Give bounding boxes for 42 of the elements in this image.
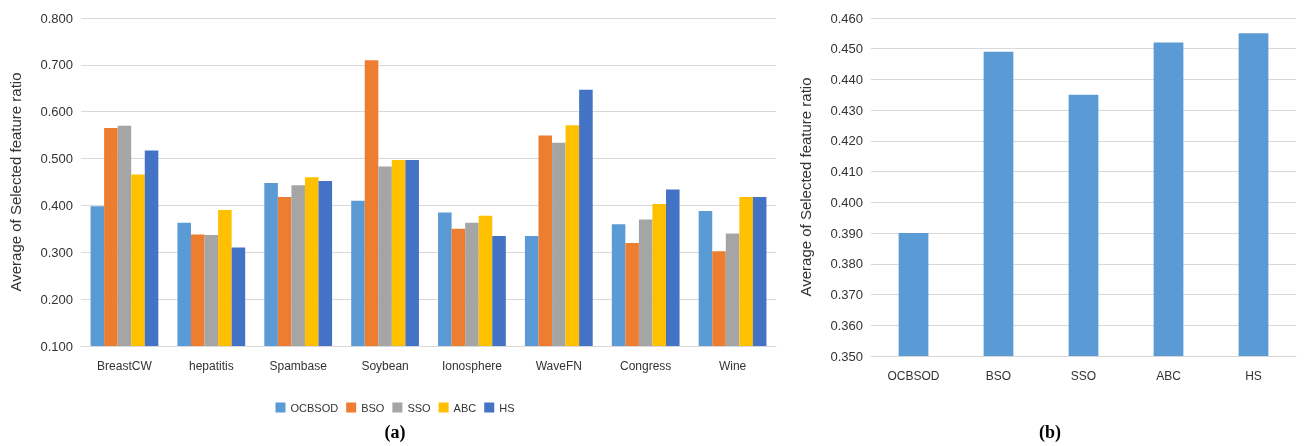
x-tick-label: Congress [620,359,672,373]
y-tick-label: 0.420 [830,133,863,149]
y-tick-label: 0.360 [830,317,863,333]
y-tick-label: 0.500 [40,151,73,167]
x-tick-label: Spambase [269,359,328,373]
x-tick-label: ABC [1156,369,1182,383]
y-tick-label: 0.100 [40,338,73,354]
y-tick-label: 0.600 [40,104,73,120]
y-tick-label: 0.390 [830,225,863,241]
legend-label: HS [499,401,515,414]
legend-label: SSO [407,401,432,414]
y-tick-label: 0.380 [830,256,863,272]
text: (b) [1039,422,1061,443]
y-tick-label: 0.440 [830,71,863,87]
y-tick-label: 0.430 [830,102,863,118]
y-axis-title: Average of Selected feature ratio [7,72,24,292]
x-tick-label: WaveFN [535,359,582,373]
text: (a) [384,422,406,443]
x-tick-label: BreastCW [97,359,153,373]
y-tick-label: 0.350 [830,348,863,364]
y-tick-label: 0.370 [830,287,863,303]
x-tick-label: HS [1245,369,1262,383]
y-tick-label: 0.410 [830,164,863,180]
y-tick-label: 0.450 [830,41,863,57]
y-tick-label: 0.800 [40,10,73,26]
x-tick-label: BSO [985,369,1012,383]
x-tick-label: Ionosphere [441,359,503,373]
y-axis-title: Average of Selected feature ratio [797,77,814,297]
legend-label: ABC [453,401,477,414]
legend-label: OCBSOD [290,401,339,414]
y-tick-label: 0.400 [830,194,863,210]
y-tick-label: 0.400 [40,197,73,213]
y-tick-label: 0.300 [40,244,73,260]
y-tick-label: 0.700 [40,57,73,73]
y-tick-label: 0.460 [830,10,863,26]
x-tick-label: OCBSOD [887,369,940,383]
x-tick-label: Wine [718,359,747,373]
y-tick-label: 0.200 [40,291,73,307]
x-tick-label: hepatitis [188,359,234,373]
legend-label: BSO [361,401,385,414]
x-tick-label: SSO [1070,369,1097,383]
x-tick-label: Soybean [361,359,409,373]
